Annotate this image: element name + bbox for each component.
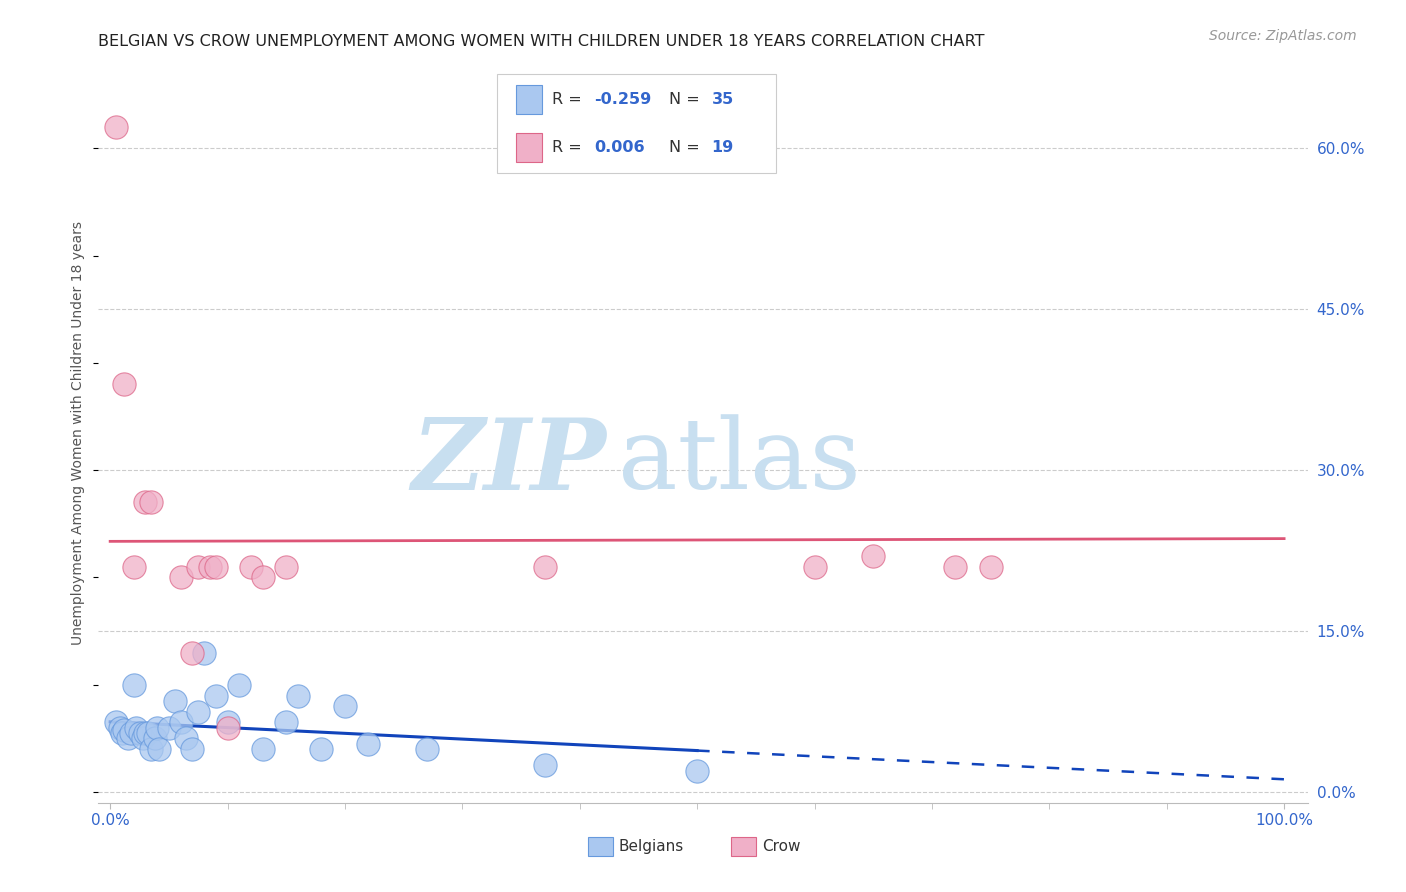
Point [803, 559, 825, 574]
Point [980, 559, 1002, 574]
Point [163, 694, 186, 708]
Point [111, 726, 134, 740]
Point [143, 731, 166, 746]
Point [198, 559, 221, 574]
Point [122, 559, 145, 574]
Text: BELGIAN VS CROW UNEMPLOYMENT AMONG WOMEN WITH CHILDREN UNDER 18 YEARS CORRELATIO: BELGIAN VS CROW UNEMPLOYMENT AMONG WOMEN… [98, 34, 986, 49]
Point [176, 731, 198, 746]
Bar [516, 133, 543, 162]
Point [945, 559, 967, 574]
Point [141, 495, 163, 509]
Point [204, 689, 226, 703]
Point [112, 377, 135, 392]
Point [169, 570, 191, 584]
Point [117, 731, 139, 746]
Point [146, 721, 169, 735]
Text: Source: ZipAtlas.com: Source: ZipAtlas.com [1209, 29, 1357, 44]
Text: 0.006: 0.006 [595, 140, 645, 155]
Point [187, 559, 209, 574]
Text: N =: N = [669, 140, 704, 155]
Text: Crow: Crow [762, 839, 800, 854]
Point [134, 726, 156, 740]
Y-axis label: Unemployment Among Women with Children Under 18 years: Unemployment Among Women with Children U… [72, 220, 86, 645]
Point [120, 726, 142, 740]
Point [252, 742, 274, 756]
Point [204, 559, 226, 574]
Text: R =: R = [553, 140, 586, 155]
Point [132, 731, 155, 746]
Text: 35: 35 [711, 92, 734, 107]
Point [217, 715, 239, 730]
Text: R =: R = [553, 92, 586, 107]
Point [311, 742, 333, 756]
Text: N =: N = [669, 92, 704, 107]
Point [181, 646, 204, 660]
Point [141, 742, 163, 756]
Point [187, 705, 209, 719]
Text: ZIP: ZIP [412, 414, 606, 510]
Point [157, 721, 180, 735]
Point [181, 742, 204, 756]
Point [240, 559, 263, 574]
Point [136, 726, 159, 740]
Point [228, 678, 250, 692]
Point [112, 723, 135, 737]
Bar [516, 85, 543, 114]
Point [105, 120, 128, 134]
Point [193, 646, 215, 660]
Point [686, 764, 709, 778]
Point [217, 721, 239, 735]
Point [862, 549, 884, 563]
Point [148, 742, 170, 756]
Point [252, 570, 274, 584]
Point [533, 559, 555, 574]
Point [105, 715, 128, 730]
FancyBboxPatch shape [498, 73, 776, 173]
Point [169, 715, 191, 730]
Point [134, 495, 156, 509]
Point [287, 689, 309, 703]
Point [416, 742, 439, 756]
Point [108, 721, 131, 735]
Text: atlas: atlas [619, 415, 860, 510]
Text: 19: 19 [711, 140, 734, 155]
Point [125, 721, 148, 735]
Point [533, 758, 555, 772]
Text: -0.259: -0.259 [595, 92, 651, 107]
Point [122, 678, 145, 692]
Point [276, 715, 298, 730]
Point [276, 559, 298, 574]
Point [357, 737, 380, 751]
Point [128, 726, 150, 740]
Text: Belgians: Belgians [619, 839, 683, 854]
Point [333, 699, 356, 714]
